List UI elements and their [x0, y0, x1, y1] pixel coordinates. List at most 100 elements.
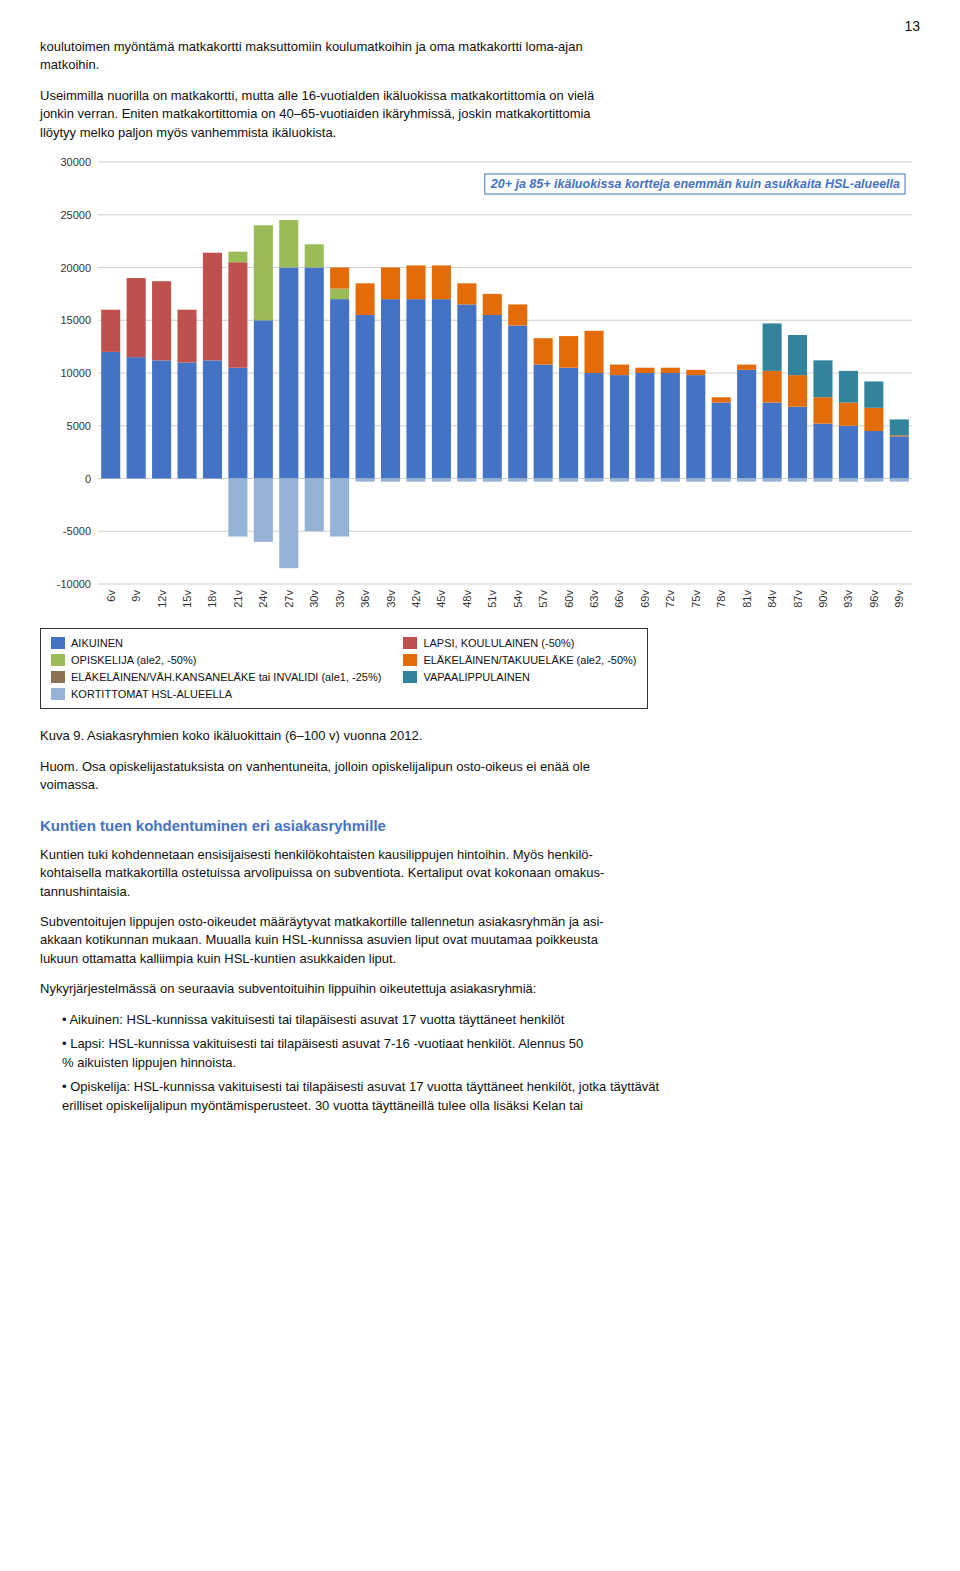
legend-swatch	[403, 671, 417, 683]
legend-swatch	[51, 671, 65, 683]
chart: -10000-500005000100001500020000250003000…	[40, 154, 920, 624]
bar	[788, 407, 807, 479]
bar	[152, 281, 171, 282]
bar	[305, 244, 324, 245]
bar	[432, 265, 451, 266]
bar	[610, 479, 629, 482]
grid-line	[98, 162, 912, 163]
bar	[381, 268, 400, 300]
bar	[152, 281, 171, 360]
bar	[203, 252, 222, 253]
bar	[686, 370, 705, 375]
bar	[381, 267, 400, 268]
x-tick-label: 66v	[613, 590, 625, 608]
bar	[712, 397, 731, 398]
bar	[457, 305, 476, 479]
bar	[610, 375, 629, 478]
bar	[635, 367, 654, 368]
x-tick-label: 84v	[766, 590, 778, 608]
bar	[559, 336, 578, 337]
x-tick-label: 21v	[232, 590, 244, 608]
y-tick-label: 5000	[67, 420, 91, 432]
bar	[737, 370, 756, 479]
bar	[813, 424, 832, 479]
bar	[534, 338, 553, 339]
y-tick-label: -5000	[63, 526, 91, 538]
bar	[381, 267, 400, 268]
bar	[228, 251, 247, 252]
bar	[635, 479, 654, 482]
x-tick-label: 6v	[105, 590, 117, 602]
bar	[788, 375, 807, 407]
bar	[457, 283, 476, 284]
bar	[432, 299, 451, 478]
bar	[610, 364, 629, 365]
bar	[610, 364, 629, 365]
paragraph: Kuntien tuki kohdennetaan ensisijaisesti…	[40, 846, 920, 901]
bar	[127, 278, 146, 279]
bar	[584, 479, 603, 482]
bar	[177, 363, 196, 479]
bar	[330, 289, 349, 300]
x-tick-label: 33v	[334, 590, 346, 608]
bar	[305, 479, 324, 532]
bar	[432, 479, 451, 482]
legend-swatch	[51, 688, 65, 700]
annotation-box	[485, 174, 905, 194]
bar	[788, 335, 807, 375]
x-tick-label: 9v	[130, 590, 142, 602]
bar	[712, 479, 731, 482]
x-tick-label: 90v	[817, 590, 829, 608]
bar	[813, 361, 832, 398]
bar	[177, 309, 196, 310]
bar	[534, 338, 553, 339]
bar	[864, 479, 883, 482]
x-tick-label: 36v	[359, 590, 371, 608]
bar	[661, 367, 680, 368]
bar	[127, 357, 146, 478]
legend-item: AIKUINEN	[51, 637, 381, 649]
bar	[661, 368, 680, 373]
x-tick-label: 60v	[563, 590, 575, 608]
x-tick-label: 99v	[893, 590, 905, 608]
grid-line	[98, 584, 912, 585]
note: Huom. Osa opiskelijastatuksista on vanhe…	[40, 758, 920, 795]
x-tick-label: 54v	[512, 590, 524, 608]
y-tick-label: 0	[85, 473, 91, 485]
bar	[686, 375, 705, 478]
bar	[890, 420, 909, 436]
bar	[686, 479, 705, 482]
bar	[101, 309, 120, 310]
bar	[101, 309, 120, 310]
bullet: • Aikuinen: HSL-kunnissa vakituisesti ta…	[62, 1011, 920, 1029]
bar	[737, 364, 756, 365]
bar	[457, 479, 476, 482]
bar	[559, 336, 578, 368]
bar	[839, 403, 858, 426]
x-tick-label: 15v	[181, 590, 193, 608]
bar	[890, 437, 909, 479]
bar	[737, 364, 756, 365]
bar	[457, 283, 476, 284]
legend-swatch	[403, 654, 417, 666]
bar	[101, 309, 120, 310]
bar	[508, 479, 527, 482]
paragraph: Useimmilla nuorilla on matkakortti, mutt…	[40, 87, 920, 142]
legend-item: VAPAALIPPULAINEN	[403, 671, 636, 683]
bar	[686, 370, 705, 371]
bar	[127, 278, 146, 279]
legend-item: KORTITTOMAT HSL-ALUEELLA	[51, 688, 381, 700]
bar	[864, 431, 883, 478]
bar	[712, 403, 731, 479]
bar	[584, 331, 603, 332]
bar	[177, 309, 196, 310]
bar	[177, 309, 196, 310]
x-tick-label: 12v	[156, 590, 168, 608]
bar	[406, 479, 425, 482]
bar	[305, 245, 324, 268]
bar	[864, 408, 883, 431]
bar	[152, 281, 171, 282]
bar	[279, 220, 298, 221]
bar	[712, 398, 731, 403]
x-tick-label: 27v	[283, 590, 295, 608]
